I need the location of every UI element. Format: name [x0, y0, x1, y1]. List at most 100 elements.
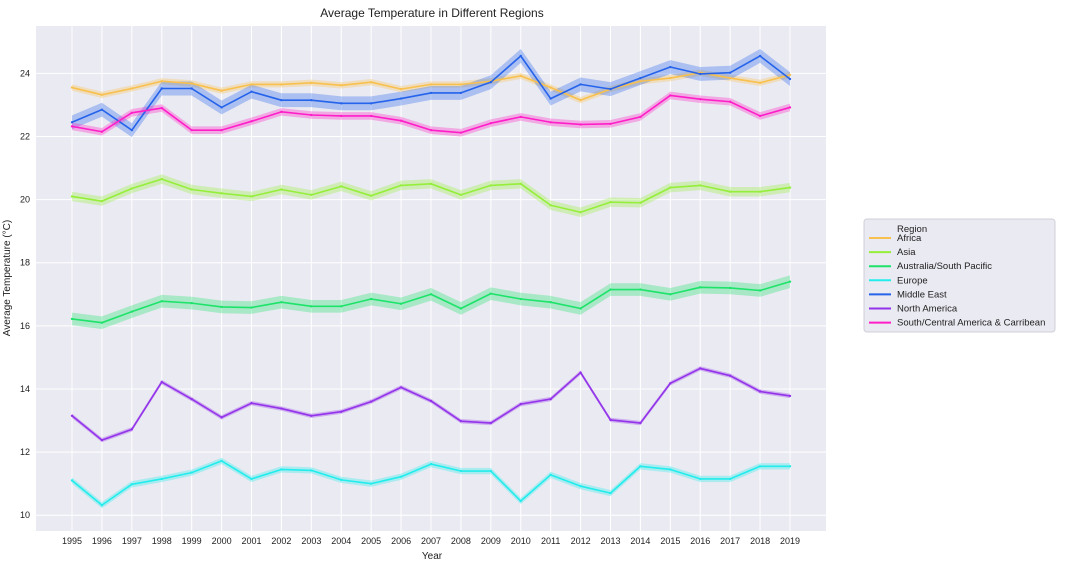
x-tick-label: 1997: [122, 536, 142, 546]
point-australia-south-pacific: [489, 292, 493, 295]
point-middle-east: [280, 98, 283, 102]
point-europe: [699, 477, 702, 481]
point-australia-south-pacific: [250, 306, 253, 309]
point-australia-south-pacific: [70, 317, 74, 321]
point-africa: [369, 80, 373, 84]
point-europe: [579, 484, 582, 488]
point-australia-south-pacific: [220, 305, 223, 309]
x-tick-label: 2005: [361, 536, 381, 546]
point-north-america: [220, 416, 223, 419]
point-asia: [160, 177, 163, 181]
point-north-america: [639, 421, 642, 425]
point-europe: [369, 482, 373, 485]
legend-label-middle-east: Middle East: [897, 289, 947, 300]
point-europe: [340, 478, 343, 482]
point-africa: [250, 83, 253, 86]
point-south-central-america-carribean: [699, 98, 702, 101]
point-europe: [758, 465, 762, 468]
x-tick-label: 1995: [62, 536, 82, 546]
point-africa: [100, 93, 104, 97]
point-north-america: [100, 438, 104, 442]
band-africa: [72, 69, 790, 104]
point-asia: [758, 190, 762, 193]
band-south-central-america-carribean: [72, 91, 790, 137]
point-australia-south-pacific: [519, 297, 522, 301]
y-tick-label: 16: [20, 321, 30, 331]
point-asia: [100, 199, 104, 203]
point-north-america: [429, 399, 433, 403]
legend: Region Africa Asia Australia/South Pacific…: [863, 218, 1056, 333]
chart-title: Average Temperature in Different Regions: [320, 6, 543, 20]
point-south-central-america-carribean: [340, 114, 343, 118]
point-asia: [250, 195, 253, 198]
x-tick-label: 2018: [750, 536, 770, 546]
point-middle-east: [340, 102, 343, 105]
x-axis-ticks: 1995 1996 1997 1998 1999 2000 2001 2002 2003 2004…: [62, 536, 800, 546]
gridlines: [36, 26, 826, 531]
x-tick-label: 2011: [541, 536, 560, 546]
legend-label-europe: Europe: [897, 275, 928, 286]
point-north-america: [489, 421, 493, 425]
point-europe: [519, 499, 522, 503]
point-south-central-america-carribean: [220, 128, 223, 132]
point-australia-south-pacific: [669, 293, 672, 296]
point-africa: [70, 86, 74, 89]
point-africa: [788, 73, 792, 77]
point-north-america: [549, 397, 552, 401]
point-europe: [429, 462, 433, 466]
x-tick-label: 2002: [271, 536, 291, 546]
x-tick-label: 2004: [331, 536, 351, 546]
y-tick-label: 18: [20, 258, 30, 268]
point-south-central-america-carribean: [609, 122, 612, 126]
point-africa: [310, 81, 313, 85]
point-asia: [699, 184, 702, 187]
point-middle-east: [250, 90, 253, 93]
point-middle-east: [130, 128, 134, 132]
legend-label-south-central-america-carribean: South/Central America & Carribean: [897, 318, 1045, 329]
point-europe: [728, 477, 732, 481]
point-australia-south-pacific: [758, 289, 762, 292]
point-australia-south-pacific: [100, 321, 104, 324]
point-europe: [220, 459, 223, 463]
point-south-central-america-carribean: [160, 106, 163, 110]
point-middle-east: [459, 91, 463, 95]
x-tick-label: 2008: [451, 536, 471, 546]
point-middle-east: [579, 83, 582, 86]
x-tick-label: 1999: [182, 536, 202, 546]
point-middle-east: [728, 71, 732, 74]
point-north-america: [758, 390, 762, 393]
point-australia-south-pacific: [340, 305, 343, 308]
point-asia: [429, 182, 433, 186]
point-south-central-america-carribean: [250, 120, 253, 123]
point-middle-east: [609, 87, 612, 91]
x-tick-label: 2009: [481, 536, 501, 546]
point-north-america: [728, 374, 732, 377]
point-asia: [280, 188, 283, 191]
point-north-america: [788, 394, 792, 398]
point-asia: [369, 194, 373, 198]
point-europe: [250, 477, 253, 481]
point-south-central-america-carribean: [549, 121, 552, 124]
point-middle-east: [788, 77, 792, 81]
point-middle-east: [399, 97, 403, 100]
point-south-central-america-carribean: [280, 110, 283, 114]
y-tick-label: 10: [20, 510, 30, 520]
x-tick-label: 1998: [152, 536, 172, 546]
point-north-america: [130, 428, 134, 431]
point-middle-east: [669, 65, 672, 69]
point-asia: [639, 201, 642, 204]
point-africa: [758, 81, 762, 85]
point-south-central-america-carribean: [70, 125, 74, 128]
point-europe: [130, 483, 134, 486]
x-tick-label: 2014: [630, 536, 650, 546]
point-south-central-america-carribean: [579, 123, 582, 126]
x-axis-label: Year: [422, 551, 443, 562]
point-middle-east: [699, 72, 702, 76]
point-australia-south-pacific: [190, 301, 193, 305]
point-middle-east: [429, 91, 433, 95]
point-north-america: [340, 410, 343, 413]
point-asia: [489, 184, 493, 187]
y-axis-label: Average Temperature (°C): [2, 220, 13, 336]
point-north-america: [250, 401, 253, 405]
